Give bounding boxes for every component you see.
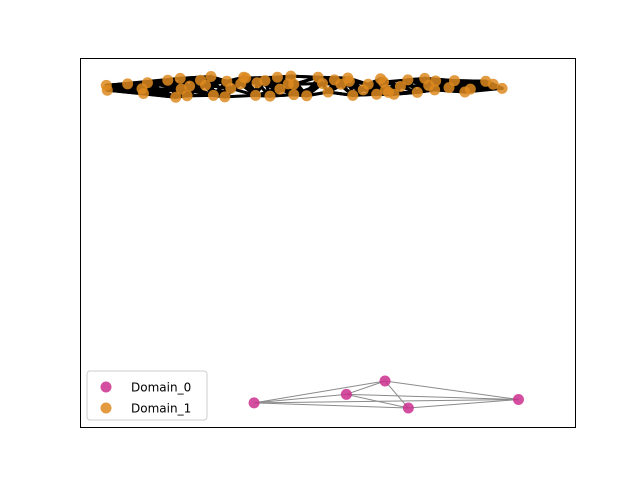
domain-1-point bbox=[317, 78, 329, 90]
domain-1-point bbox=[250, 89, 262, 101]
domain-1-point bbox=[238, 71, 250, 83]
axes-background bbox=[80, 58, 576, 428]
domain-0-edge bbox=[254, 380, 386, 404]
domain-1-point bbox=[288, 78, 300, 90]
domain-1-point bbox=[394, 80, 406, 92]
domain-1-point bbox=[448, 75, 460, 87]
domain-1-point bbox=[101, 84, 113, 96]
domain-1-point bbox=[464, 83, 476, 95]
plot-area bbox=[80, 58, 576, 428]
domain-1-point bbox=[322, 86, 334, 98]
axes-frame bbox=[80, 58, 576, 428]
domain-1-point bbox=[288, 89, 300, 101]
domain-1-point bbox=[274, 83, 286, 95]
domain-0-point bbox=[402, 402, 414, 414]
domain-1-point bbox=[430, 75, 442, 87]
domain-0-point bbox=[340, 388, 352, 400]
domain-0-edge bbox=[254, 393, 347, 404]
domain-1-point bbox=[487, 78, 499, 90]
domain-1-point bbox=[362, 78, 374, 90]
domain-1-point bbox=[371, 88, 383, 100]
domain-1-point bbox=[219, 91, 231, 103]
domain-1-point bbox=[199, 79, 211, 91]
domain-0-edge bbox=[384, 380, 519, 401]
points-layer bbox=[100, 70, 524, 414]
domain-1-point bbox=[181, 90, 193, 102]
domain-0-edge bbox=[346, 393, 519, 401]
domain-1-edge bbox=[104, 83, 145, 96]
domain-0-point bbox=[512, 394, 524, 406]
domain-1-point bbox=[388, 88, 400, 100]
legend: Domain_0 Domain_1 bbox=[86, 370, 208, 421]
domain-1-point bbox=[343, 75, 355, 87]
domain-1-point bbox=[174, 72, 186, 84]
legend-marker-domain-1 bbox=[100, 402, 112, 414]
domain-1-point bbox=[162, 74, 174, 86]
domain-1-point bbox=[207, 89, 219, 101]
domain-0-edge bbox=[384, 380, 409, 409]
domain-1-point bbox=[347, 89, 359, 101]
domain-0-edge bbox=[408, 399, 519, 409]
domain-1-point bbox=[496, 82, 508, 94]
domain-1-point bbox=[122, 78, 134, 90]
domain-0-point bbox=[248, 397, 260, 409]
domain-1-point bbox=[141, 77, 153, 89]
domain-1-point bbox=[429, 84, 441, 96]
domain-1-point bbox=[411, 86, 423, 98]
domain-1-point bbox=[205, 71, 217, 82]
domain-0-edge bbox=[254, 402, 409, 409]
legend-marker-domain-0 bbox=[100, 381, 112, 393]
domain-1-point bbox=[271, 71, 283, 83]
domain-0-edge bbox=[346, 393, 409, 409]
domain-1-point bbox=[170, 91, 182, 103]
domain-1-point bbox=[264, 90, 276, 102]
domain-1-point bbox=[225, 82, 237, 94]
domain-0-point bbox=[379, 375, 391, 387]
legend-box bbox=[86, 370, 208, 421]
domain-1-point bbox=[259, 75, 271, 87]
legend-label-domain-0: Domain_0 bbox=[131, 381, 191, 395]
domain-1-point bbox=[301, 90, 313, 102]
domain-0-edge bbox=[346, 380, 386, 395]
domain-0-edge bbox=[254, 399, 519, 404]
domain-1-point bbox=[402, 74, 414, 86]
domain-1-point bbox=[184, 80, 196, 92]
domain-1-point bbox=[137, 88, 149, 100]
legend-label-domain-1: Domain_1 bbox=[131, 402, 191, 416]
